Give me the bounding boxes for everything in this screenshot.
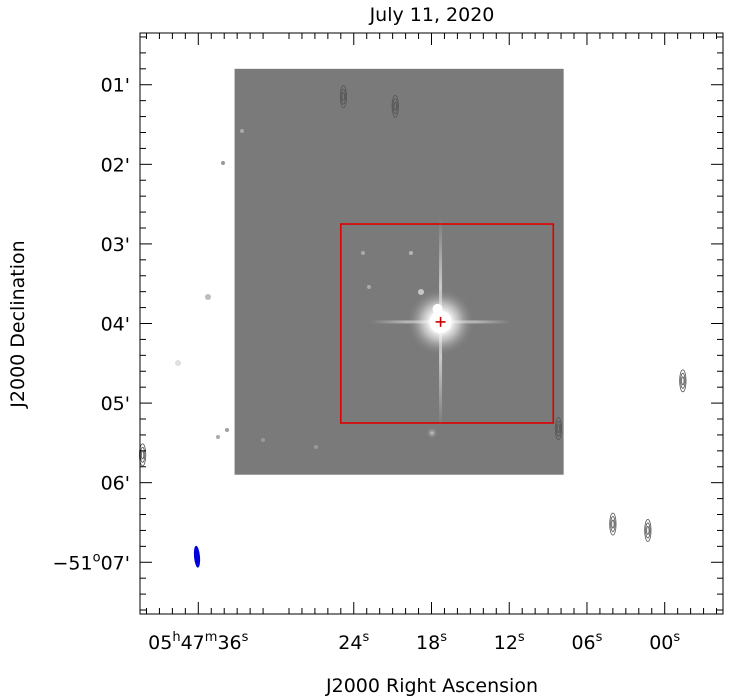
contour-level <box>555 420 562 437</box>
contour-source <box>339 85 348 109</box>
y-tick-label: 06' <box>101 473 130 495</box>
contour-level <box>680 372 686 389</box>
y-tick-label: −51o07' <box>53 550 130 574</box>
region-box <box>340 223 555 424</box>
x-axis-label: J2000 Right Ascension <box>325 675 538 697</box>
contour-source <box>554 417 563 440</box>
x-tick-label: 06s <box>571 630 602 654</box>
optical-image <box>175 68 564 475</box>
contour-level <box>646 526 650 535</box>
y-tick-labels: 01' 02' 03' 04' 05' 06' −51o07' <box>53 75 130 575</box>
field-star <box>216 435 220 439</box>
x-tick-label: 00s <box>649 630 680 654</box>
field-star <box>185 291 193 299</box>
x-tick-labels: 05h47m36s 24s 18s 12s 06s 00s <box>148 630 680 654</box>
contour-level <box>645 522 651 539</box>
axis-ticks <box>140 33 723 614</box>
x-tick-label: 12s <box>494 630 525 654</box>
field-star <box>261 438 265 442</box>
contour-level <box>556 424 561 433</box>
contour-level <box>393 101 397 111</box>
y-tick-label: 04' <box>101 314 130 336</box>
beam-ellipse <box>193 545 201 568</box>
field-star <box>175 360 181 366</box>
field-star <box>225 428 229 432</box>
x-tick-label: 18s <box>416 630 447 654</box>
contour-level <box>140 450 145 460</box>
field-star <box>240 129 244 133</box>
field-star <box>205 294 211 300</box>
contour-level <box>609 512 617 536</box>
y-tick-label: 03' <box>101 234 130 256</box>
contour-level <box>391 94 399 118</box>
source-marker <box>435 316 446 327</box>
y-tick-label: 01' <box>101 75 130 97</box>
y-tick-label: 05' <box>101 393 130 415</box>
x-tick-label: 24s <box>338 630 369 654</box>
contour-level <box>679 369 687 393</box>
bright-star-lobe <box>432 303 443 314</box>
contour-level <box>610 516 616 532</box>
contour-level <box>554 417 563 440</box>
contour-level <box>644 519 652 542</box>
field-star <box>221 161 225 165</box>
field-star <box>418 289 424 295</box>
contour-source <box>644 519 652 542</box>
contour-level <box>340 88 347 105</box>
field-star <box>409 251 413 255</box>
y-tick-label: 02' <box>101 154 130 176</box>
contour-source <box>391 94 399 118</box>
contour-level <box>392 98 398 115</box>
image-background <box>234 68 564 475</box>
contour-level <box>611 519 615 529</box>
field-star <box>361 251 365 255</box>
field-star <box>314 445 318 449</box>
y-axis-label: J2000 Declination <box>7 240 29 408</box>
radio-contours <box>138 85 687 542</box>
x-tick-label: 05h47m36s <box>148 630 248 654</box>
contour-level <box>341 92 346 102</box>
contour-level <box>681 376 685 386</box>
chart-title: July 11, 2020 <box>369 4 495 26</box>
contour-level <box>339 85 348 109</box>
contour-source <box>679 369 687 393</box>
field-star <box>367 285 371 289</box>
contour-level <box>138 443 147 467</box>
contour-source <box>609 512 617 536</box>
field-star <box>426 427 438 439</box>
